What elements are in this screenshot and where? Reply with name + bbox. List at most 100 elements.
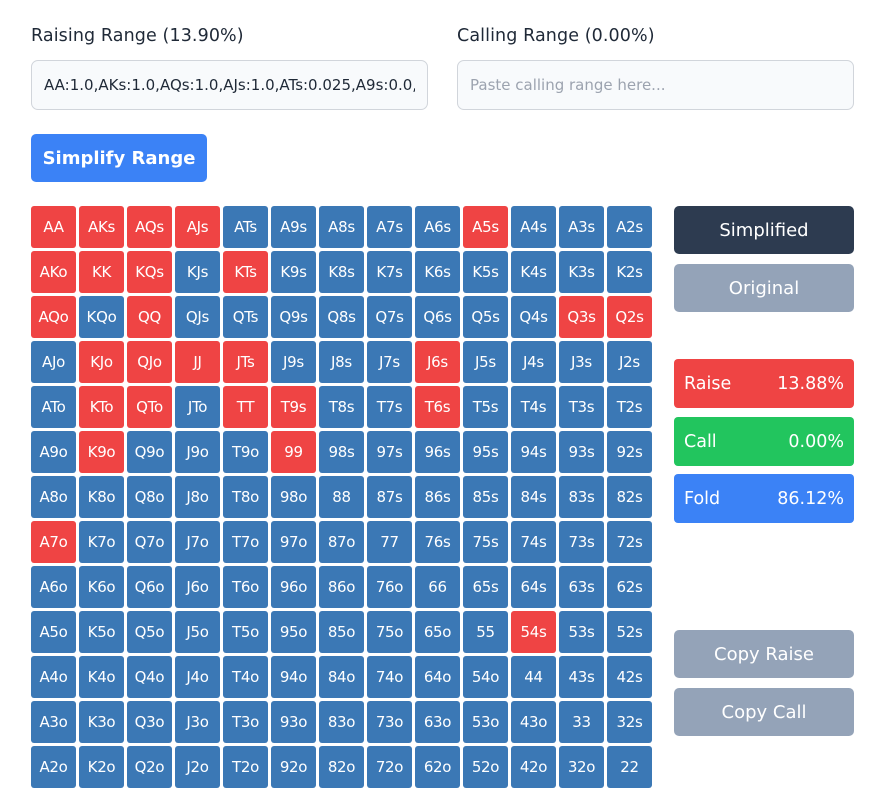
hand-cell[interactable]: 85s (463, 476, 508, 518)
hand-cell[interactable]: 93s (559, 431, 604, 473)
hand-cell[interactable]: 76o (367, 566, 412, 608)
hand-cell[interactable]: Q3o (127, 701, 172, 743)
hand-cell[interactable]: 83s (559, 476, 604, 518)
hand-cell[interactable]: 84o (319, 656, 364, 698)
hand-cell[interactable]: AQs (127, 206, 172, 248)
hand-cell[interactable]: T5s (463, 386, 508, 428)
hand-cell[interactable]: K5o (79, 611, 124, 653)
copy-raise-button[interactable]: Copy Raise (674, 630, 854, 678)
hand-cell[interactable]: A6o (31, 566, 76, 608)
hand-cell[interactable]: J9s (271, 341, 316, 383)
hand-cell[interactable]: 64s (511, 566, 556, 608)
hand-cell[interactable]: 54s (511, 611, 556, 653)
hand-cell[interactable]: 93o (271, 701, 316, 743)
hand-cell[interactable]: T6o (223, 566, 268, 608)
hand-cell[interactable]: 96o (271, 566, 316, 608)
hand-cell[interactable]: A4s (511, 206, 556, 248)
hand-cell[interactable]: Q7o (127, 521, 172, 563)
hand-cell[interactable]: 72o (367, 746, 412, 788)
hand-cell[interactable]: 98o (271, 476, 316, 518)
hand-cell[interactable]: 97s (367, 431, 412, 473)
hand-cell[interactable]: 76s (415, 521, 460, 563)
hand-cell[interactable]: 84s (511, 476, 556, 518)
hand-cell[interactable]: 62o (415, 746, 460, 788)
hand-cell[interactable]: A3s (559, 206, 604, 248)
hand-cell[interactable]: 22 (607, 746, 652, 788)
hand-cell[interactable]: T8o (223, 476, 268, 518)
hand-cell[interactable]: A2o (31, 746, 76, 788)
hand-cell[interactable]: 32o (559, 746, 604, 788)
hand-cell[interactable]: 94o (271, 656, 316, 698)
hand-cell[interactable]: K7o (79, 521, 124, 563)
hand-cell[interactable]: K8o (79, 476, 124, 518)
hand-cell[interactable]: K8s (319, 251, 364, 293)
hand-cell[interactable]: K6s (415, 251, 460, 293)
hand-cell[interactable]: J8o (175, 476, 220, 518)
raising-range-input[interactable] (31, 60, 428, 110)
hand-cell[interactable]: 97o (271, 521, 316, 563)
hand-cell[interactable]: 63s (559, 566, 604, 608)
hand-cell[interactable]: A5s (463, 206, 508, 248)
hand-cell[interactable]: T3s (559, 386, 604, 428)
hand-cell[interactable]: Q3s (559, 296, 604, 338)
hand-cell[interactable]: J5o (175, 611, 220, 653)
hand-cell[interactable]: A5o (31, 611, 76, 653)
hand-cell[interactable]: Q8o (127, 476, 172, 518)
hand-cell[interactable]: J7s (367, 341, 412, 383)
hand-cell[interactable]: AJs (175, 206, 220, 248)
hand-cell[interactable]: A3o (31, 701, 76, 743)
hand-cell[interactable]: Q7s (367, 296, 412, 338)
hand-cell[interactable]: 64o (415, 656, 460, 698)
original-toggle-button[interactable]: Original (674, 264, 854, 312)
hand-cell[interactable]: K6o (79, 566, 124, 608)
hand-cell[interactable]: 86s (415, 476, 460, 518)
hand-cell[interactable]: 83o (319, 701, 364, 743)
hand-cell[interactable]: Q6o (127, 566, 172, 608)
hand-cell[interactable]: AA (31, 206, 76, 248)
hand-cell[interactable]: Q9o (127, 431, 172, 473)
hand-cell[interactable]: JJ (175, 341, 220, 383)
hand-cell[interactable]: J4o (175, 656, 220, 698)
hand-cell[interactable]: T7s (367, 386, 412, 428)
hand-cell[interactable]: KTs (223, 251, 268, 293)
hand-cell[interactable]: K9o (79, 431, 124, 473)
hand-cell[interactable]: 33 (559, 701, 604, 743)
hand-cell[interactable]: J9o (175, 431, 220, 473)
hand-cell[interactable]: K4s (511, 251, 556, 293)
hand-cell[interactable]: J4s (511, 341, 556, 383)
copy-call-button[interactable]: Copy Call (674, 688, 854, 736)
hand-cell[interactable]: K5s (463, 251, 508, 293)
hand-cell[interactable]: 32s (607, 701, 652, 743)
hand-cell[interactable]: Q4o (127, 656, 172, 698)
hand-cell[interactable]: K4o (79, 656, 124, 698)
hand-cell[interactable]: A9o (31, 431, 76, 473)
hand-cell[interactable]: 74s (511, 521, 556, 563)
hand-cell[interactable]: 99 (271, 431, 316, 473)
hand-cell[interactable]: 75s (463, 521, 508, 563)
hand-cell[interactable]: 92o (271, 746, 316, 788)
hand-cell[interactable]: 82s (607, 476, 652, 518)
hand-cell[interactable]: J3s (559, 341, 604, 383)
hand-cell[interactable]: AKo (31, 251, 76, 293)
hand-cell[interactable]: A2s (607, 206, 652, 248)
hand-cell[interactable]: JTs (223, 341, 268, 383)
hand-cell[interactable]: 74o (367, 656, 412, 698)
hand-cell[interactable]: J3o (175, 701, 220, 743)
hand-cell[interactable]: 52o (463, 746, 508, 788)
hand-cell[interactable]: 54o (463, 656, 508, 698)
hand-cell[interactable]: A7s (367, 206, 412, 248)
hand-cell[interactable]: J6s (415, 341, 460, 383)
hand-cell[interactable]: 53o (463, 701, 508, 743)
hand-cell[interactable]: KJs (175, 251, 220, 293)
hand-cell[interactable]: 95s (463, 431, 508, 473)
hand-cell[interactable]: K3s (559, 251, 604, 293)
hand-cell[interactable]: Q4s (511, 296, 556, 338)
hand-cell[interactable]: 87o (319, 521, 364, 563)
hand-cell[interactable]: KQo (79, 296, 124, 338)
hand-cell[interactable]: T5o (223, 611, 268, 653)
hand-cell[interactable]: Q9s (271, 296, 316, 338)
hand-cell[interactable]: ATs (223, 206, 268, 248)
hand-cell[interactable]: T9o (223, 431, 268, 473)
hand-cell[interactable]: 65s (463, 566, 508, 608)
hand-cell[interactable]: 95o (271, 611, 316, 653)
